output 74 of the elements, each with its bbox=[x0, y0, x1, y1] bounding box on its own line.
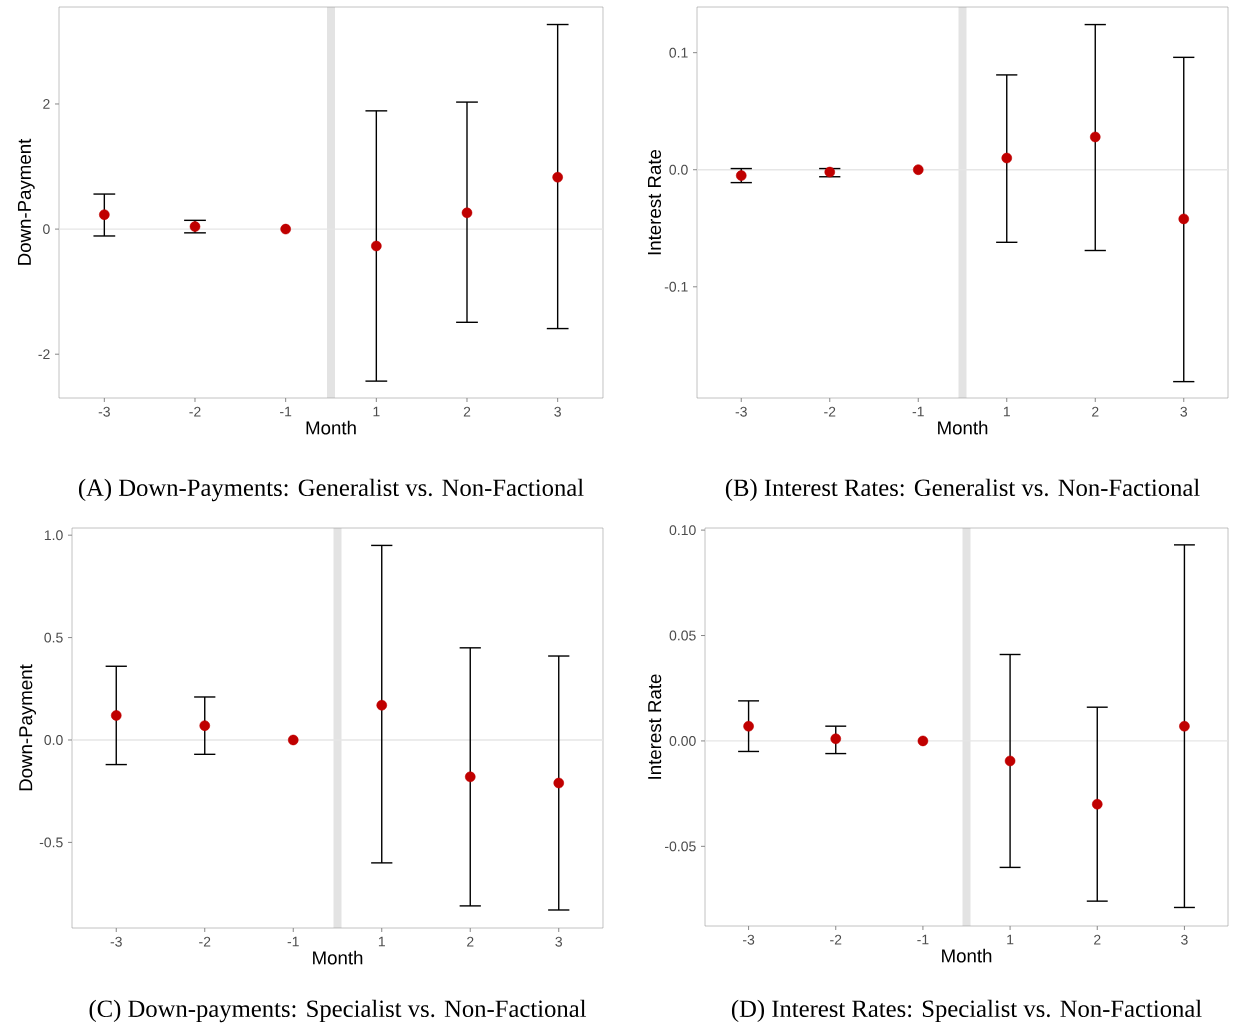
x-tick-label: -2 bbox=[830, 934, 842, 945]
point bbox=[371, 240, 382, 252]
x-tick-label: 2 bbox=[1094, 934, 1101, 945]
point bbox=[287, 734, 299, 746]
y-axis-title: Down-Payment bbox=[17, 138, 35, 265]
x-axis-title: Month bbox=[938, 420, 988, 435]
y-axis-title: Interest Rate bbox=[648, 674, 662, 779]
point bbox=[830, 733, 842, 745]
point bbox=[552, 171, 563, 183]
y-tick-label: -0.5 bbox=[39, 837, 63, 848]
x-tick-label: -2 bbox=[199, 936, 211, 947]
y-tick-label: -2 bbox=[38, 349, 50, 360]
x-tick-label: -3 bbox=[735, 406, 747, 417]
x-axis-title: Month bbox=[942, 948, 992, 963]
point bbox=[464, 771, 476, 783]
y-axis-title: Interest Rate bbox=[647, 149, 662, 255]
x-axis-title: Month bbox=[306, 420, 356, 435]
y-tick-label: 0.1 bbox=[669, 47, 688, 58]
x-tick-label: 1 bbox=[1007, 934, 1014, 945]
y-tick-label: -0.05 bbox=[665, 841, 696, 852]
point bbox=[553, 777, 565, 789]
point bbox=[917, 735, 929, 747]
y-tick-label: 2 bbox=[43, 99, 50, 109]
point bbox=[376, 699, 388, 711]
x-axis-title: Month bbox=[313, 950, 363, 965]
y-tick-label: 0.05 bbox=[669, 630, 696, 641]
x-tick-label: 1 bbox=[378, 936, 385, 947]
x-tick-label: -2 bbox=[824, 406, 836, 417]
x-tick-label: 3 bbox=[554, 406, 561, 417]
point bbox=[1179, 720, 1190, 732]
y-tick-label: 1.0 bbox=[44, 530, 63, 541]
text: (B) Interest Rates: Generalist vs. Non-Factional bbox=[725, 478, 1200, 502]
point bbox=[1089, 131, 1101, 143]
x-tick-label: -3 bbox=[98, 406, 110, 417]
x-tick-label: 3 bbox=[555, 936, 563, 947]
x-tick-label: -1 bbox=[917, 934, 929, 945]
point bbox=[735, 170, 747, 181]
y-tick-label: 0.00 bbox=[669, 735, 696, 746]
x-tick-label: 1 bbox=[1003, 406, 1010, 417]
point bbox=[110, 710, 122, 721]
point bbox=[1091, 798, 1103, 810]
point bbox=[461, 207, 473, 219]
point bbox=[824, 166, 836, 178]
text: (D) Interest Rates: Specialist vs. Non-Factional bbox=[731, 999, 1202, 1023]
x-tick-label: 3 bbox=[1181, 934, 1188, 945]
text: (A) Down-Payments: Generalist vs. Non-Factional bbox=[78, 478, 584, 502]
point bbox=[199, 720, 211, 731]
point bbox=[99, 209, 110, 220]
x-tick-label: -1 bbox=[287, 936, 299, 947]
x-tick-label: 3 bbox=[1180, 406, 1188, 417]
y-tick-label: 0.10 bbox=[669, 525, 696, 536]
point bbox=[743, 720, 754, 732]
y-tick-label: 0 bbox=[43, 224, 50, 235]
point bbox=[1178, 213, 1190, 225]
point bbox=[1001, 152, 1013, 164]
x-tick-label: 2 bbox=[463, 406, 471, 417]
x-tick-label: -1 bbox=[280, 406, 292, 417]
point bbox=[189, 221, 201, 232]
y-tick-label: -0.1 bbox=[664, 281, 688, 292]
text: (C) Down-payments: Specialist vs. Non-Factional bbox=[89, 999, 587, 1023]
x-tick-label: -3 bbox=[110, 936, 122, 947]
x-tick-label: -3 bbox=[742, 934, 755, 945]
y-tick-label: 0.5 bbox=[44, 632, 63, 643]
x-tick-label: 1 bbox=[373, 406, 380, 417]
y-tick-label: 0.0 bbox=[669, 164, 688, 175]
x-tick-label: 2 bbox=[1092, 406, 1099, 417]
x-tick-label: 2 bbox=[467, 936, 474, 947]
y-tick-label: 0.0 bbox=[44, 735, 63, 745]
point bbox=[912, 164, 924, 175]
point bbox=[280, 223, 291, 235]
point bbox=[1004, 755, 1016, 767]
x-tick-label: -1 bbox=[912, 406, 924, 417]
y-axis-title: Down-Payment bbox=[19, 664, 37, 791]
x-tick-label: -2 bbox=[189, 406, 201, 417]
